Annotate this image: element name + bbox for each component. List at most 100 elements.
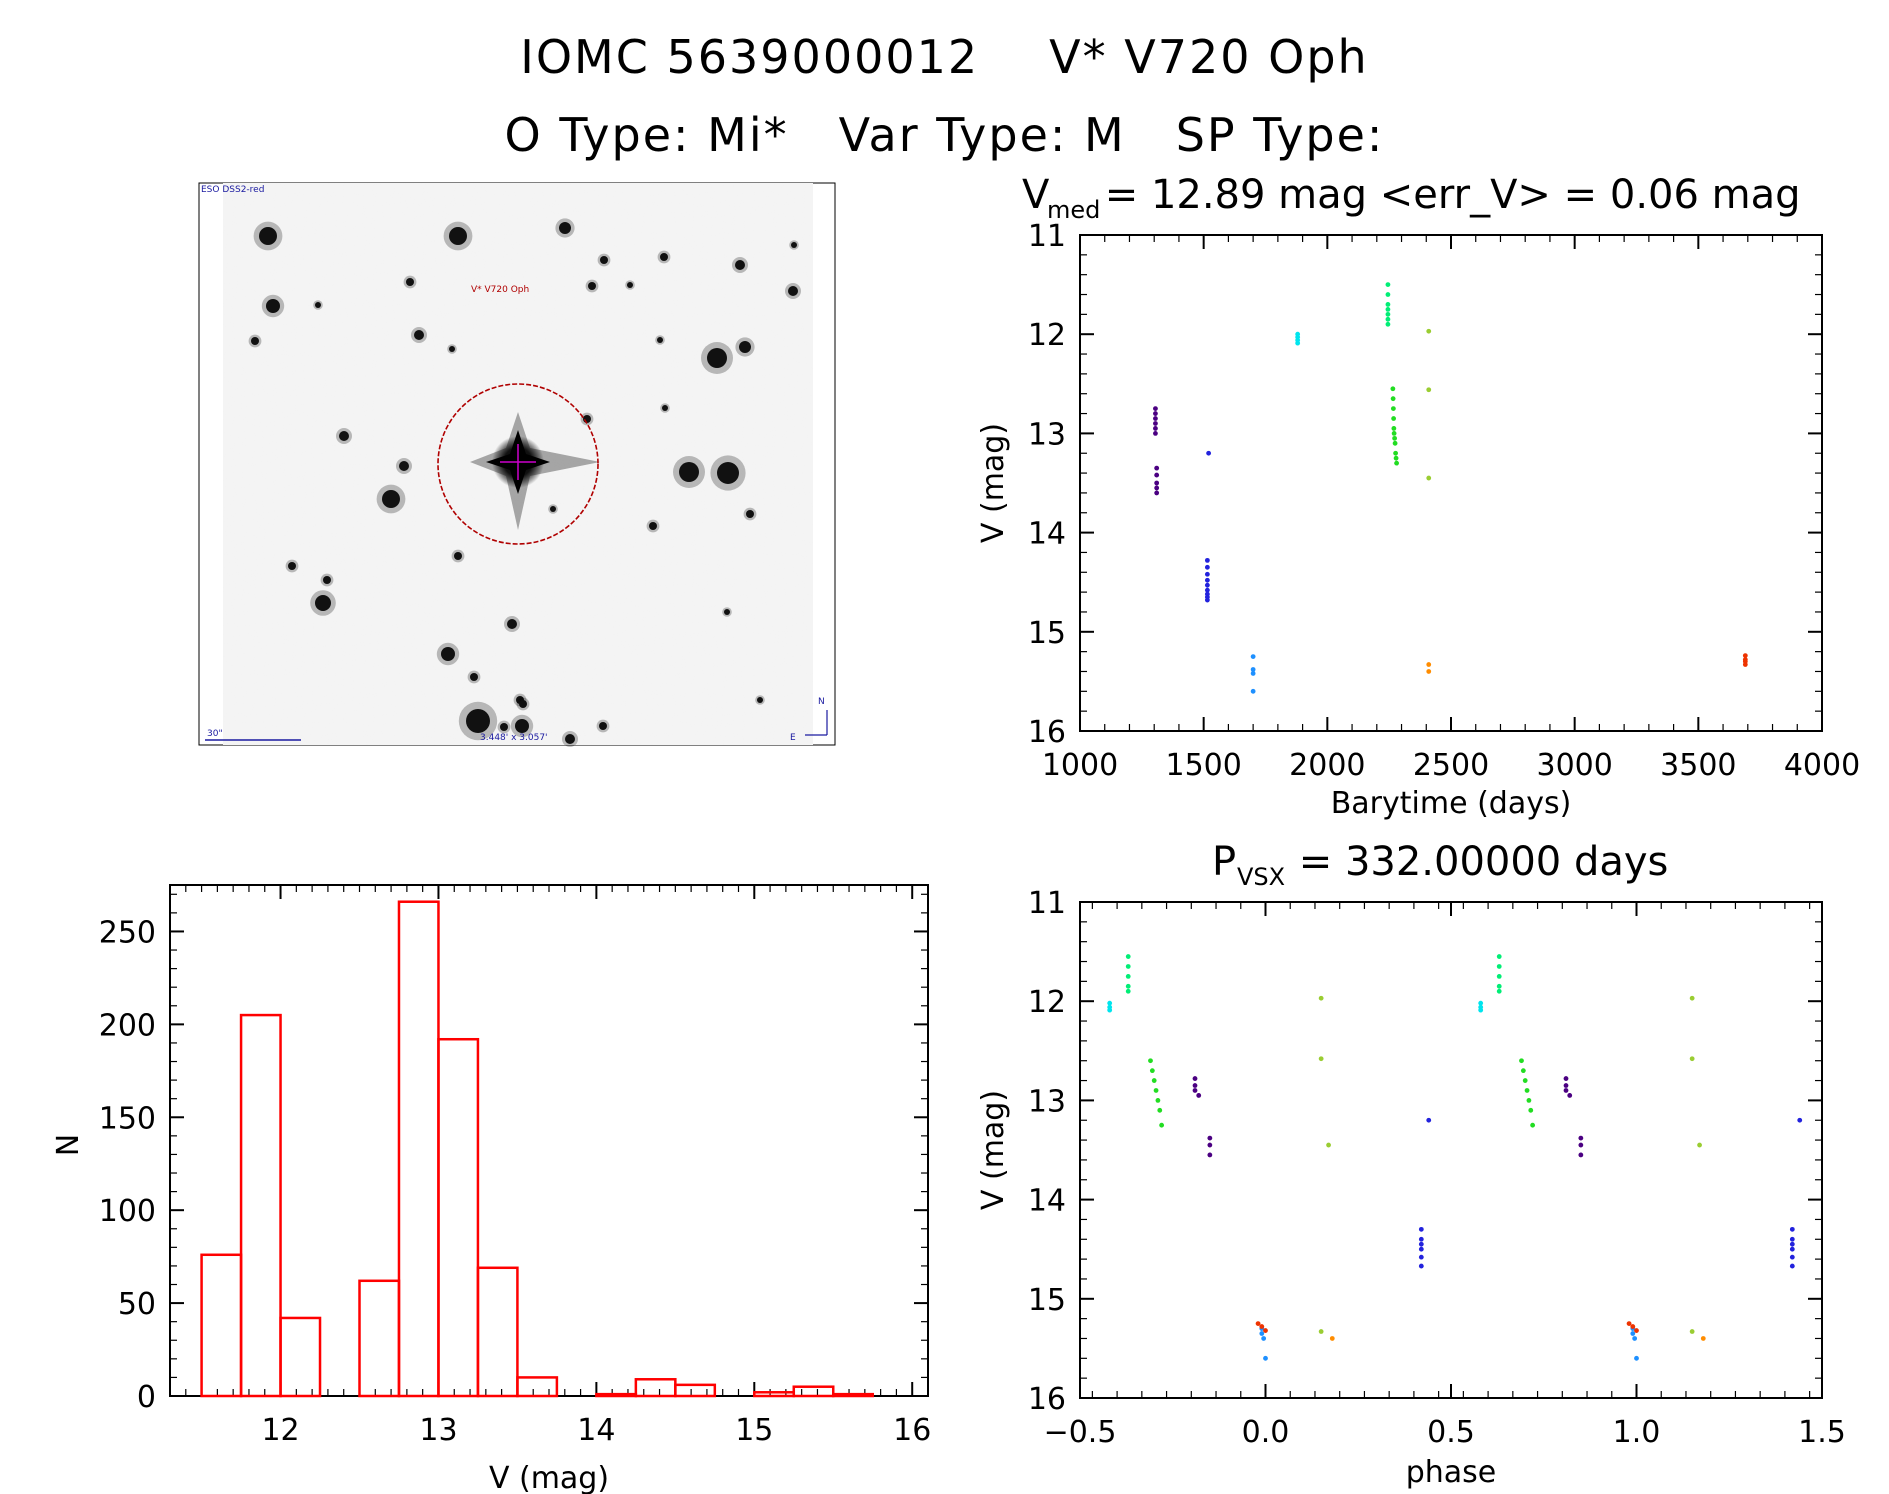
data-point: [1789, 1226, 1795, 1232]
histogram-chart: 12 13 14 15 16 0 50 100 150 200 250 V (mag) N: [51, 884, 931, 1494]
lc-axes: 1000 1500 2000 2500 3000 3500 4000 11 12 13 14 15 16: [1028, 219, 1860, 783]
hist-bar: [437, 1037, 480, 1398]
page-subtitle: O Type: Mi* Var Type: M SP Type:: [0, 108, 1889, 162]
data-point: [1496, 954, 1502, 959]
data-point: [1385, 307, 1391, 312]
data-point: [1263, 1355, 1268, 1361]
field-star: [470, 673, 478, 681]
data-point: [1700, 1336, 1706, 1341]
data-point: [1259, 1324, 1265, 1329]
data-point: [1426, 662, 1432, 667]
data-point: [1528, 1107, 1534, 1113]
data-point: [1125, 954, 1131, 959]
ph-title-main: P: [1212, 839, 1236, 885]
field-star: [791, 242, 797, 248]
data-point: [1204, 571, 1210, 577]
target-label: V* V720 Oph: [471, 285, 529, 295]
x-tick-label: 2500: [1413, 748, 1489, 783]
data-point: [1250, 688, 1256, 694]
data-point: [1154, 485, 1160, 491]
data-point: [1418, 1236, 1424, 1242]
data-point: [1418, 1241, 1424, 1247]
data-point: [1632, 1336, 1638, 1341]
x-tick-label: 14: [577, 1413, 615, 1448]
field-star: [739, 341, 751, 353]
data-point: [1630, 1324, 1636, 1329]
data-point: [1192, 1076, 1198, 1081]
data-point: [1153, 406, 1158, 411]
data-point: [1157, 1107, 1163, 1113]
data-point: [1153, 411, 1158, 416]
lc-plot-frame: [1079, 234, 1823, 732]
fov-label: 3.448' x 3.057': [480, 733, 548, 743]
field-star: [449, 227, 467, 245]
field-star: [559, 222, 571, 234]
data-point: [1392, 435, 1398, 441]
lc-title-rest: = 12.89 mag <err_V> = 0.06 mag: [1092, 172, 1801, 218]
hist-bar: [753, 1391, 796, 1398]
data-point: [1689, 1056, 1695, 1062]
field-star: [649, 522, 657, 530]
hist-xlabel: V (mag): [489, 1461, 609, 1494]
y-tick-label: 200: [99, 1008, 156, 1043]
field-star: [600, 256, 608, 264]
hist-bar: [832, 1392, 874, 1398]
data-point: [1295, 340, 1301, 346]
lc-title-main: V: [1022, 172, 1050, 218]
field-star: [441, 647, 455, 661]
data-point: [1496, 988, 1502, 994]
field-star: [406, 278, 414, 286]
y-tick-label: 250: [99, 915, 156, 950]
data-point: [1204, 587, 1210, 593]
data-point: [1207, 1142, 1213, 1148]
lc-ylabel: V (mag): [976, 423, 1011, 543]
data-point: [1630, 1331, 1636, 1336]
data-point: [1385, 302, 1391, 307]
x-tick-label: 3000: [1536, 748, 1612, 783]
ph-title-rest: = 332.00000 days: [1286, 839, 1668, 885]
hist-bar: [476, 1266, 519, 1398]
data-point: [1250, 667, 1256, 672]
data-point: [1151, 1078, 1157, 1083]
data-point: [1567, 1093, 1573, 1098]
field-star: [550, 506, 556, 512]
data-point: [1563, 1088, 1569, 1093]
otype-label: O Type: Mi*: [504, 108, 789, 162]
y-tick-label: 13: [1028, 417, 1066, 452]
y-tick-label: 16: [1028, 1382, 1066, 1417]
data-point: [1204, 597, 1210, 603]
hist-bar: [239, 1013, 282, 1398]
data-point: [1520, 1068, 1526, 1074]
data-point: [1207, 1152, 1213, 1158]
y-tick-label: 14: [1028, 517, 1066, 552]
data-point: [1418, 1263, 1424, 1269]
data-point: [1496, 983, 1502, 989]
data-point: [1626, 1321, 1632, 1326]
hist-bar: [200, 1253, 243, 1398]
data-point: [1259, 1331, 1265, 1336]
hist-bar: [279, 1316, 322, 1398]
data-point: [1250, 654, 1256, 659]
y-tick-label: 100: [99, 1194, 156, 1229]
data-point: [1789, 1236, 1795, 1242]
hist-bar: [674, 1383, 717, 1398]
field-star: [266, 299, 280, 313]
hist-axes: 12 13 14 15 16 0 50 100 150 200 250: [99, 885, 931, 1448]
data-point: [1153, 431, 1158, 436]
data-point: [1563, 1083, 1569, 1088]
x-tick-label: 0.0: [1242, 1415, 1290, 1450]
hist-ylabel: N: [51, 1134, 86, 1156]
field-star: [588, 282, 596, 290]
data-point: [1797, 1117, 1803, 1123]
data-point: [1153, 1088, 1159, 1093]
lc-title-sub: med: [1047, 196, 1100, 224]
data-point: [1204, 577, 1210, 583]
object-name: V* V720 Oph: [1049, 30, 1369, 84]
data-point: [1478, 1000, 1484, 1006]
data-point: [1318, 1056, 1324, 1062]
data-point: [1426, 475, 1432, 481]
data-point: [1426, 328, 1432, 334]
data-point: [1634, 1328, 1639, 1333]
data-point: [1393, 450, 1398, 456]
